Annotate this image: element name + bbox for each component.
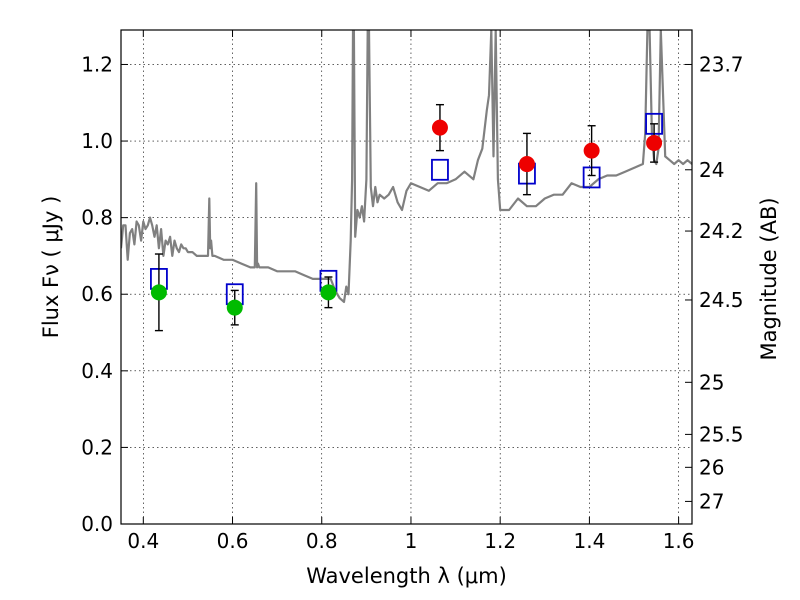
x-tick-label: 0.4 (127, 529, 159, 553)
right-tick-label: 27 (699, 489, 724, 513)
optical-flux-point (226, 299, 243, 316)
nir-flux-point (431, 119, 448, 136)
right-tick-label: 25 (699, 370, 724, 394)
right-axis-label: Magnitude (AB) (757, 197, 781, 360)
x-tick-label: 1 (405, 529, 418, 553)
x-tick-label: 0.8 (306, 529, 338, 553)
x-tick-label: 1.4 (573, 529, 605, 553)
model-flux-square (431, 158, 449, 181)
markers-layer (150, 103, 663, 332)
x-tick-label: 1.2 (484, 529, 516, 553)
right-tick-label: 26 (699, 455, 724, 479)
x-axis-label: Wavelength λ (μm) (306, 564, 507, 588)
y-tick-label: 1.0 (81, 129, 113, 153)
spectrum-layer (121, 30, 692, 303)
right-tick-label: 23.7 (699, 52, 744, 76)
ticks: 0.4 0.6 0.8 1 1.2 1.4 1.6 0.0 0.2 0.4 0.6 0.8 1.0 1.2… (81, 30, 744, 553)
spectrum-line (121, 30, 692, 303)
y-tick-label: 0.4 (81, 359, 113, 383)
y-tick-label: 0.0 (81, 512, 113, 536)
plot-frame (120, 29, 693, 525)
optical-flux-point (150, 284, 167, 301)
optical-flux-point (320, 284, 337, 301)
right-tick-label: 25.5 (699, 422, 744, 446)
nir-flux-point (583, 142, 600, 159)
right-tick-label: 24 (699, 158, 724, 182)
y-tick-label: 0.2 (81, 435, 113, 459)
nir-flux-point (518, 156, 535, 173)
x-tick-label: 1.6 (663, 529, 695, 553)
y-tick-label: 0.8 (81, 206, 113, 230)
y-axis-label: Flux Fν ( μJy ) (39, 196, 63, 339)
y-tick-label: 1.2 (81, 52, 113, 76)
right-tick-label: 24.2 (699, 219, 744, 243)
grid (121, 30, 692, 525)
right-tick-label: 24.5 (699, 288, 744, 312)
x-tick-label: 0.6 (217, 529, 249, 553)
y-tick-label: 0.6 (81, 282, 113, 306)
nir-flux-point (646, 134, 663, 151)
